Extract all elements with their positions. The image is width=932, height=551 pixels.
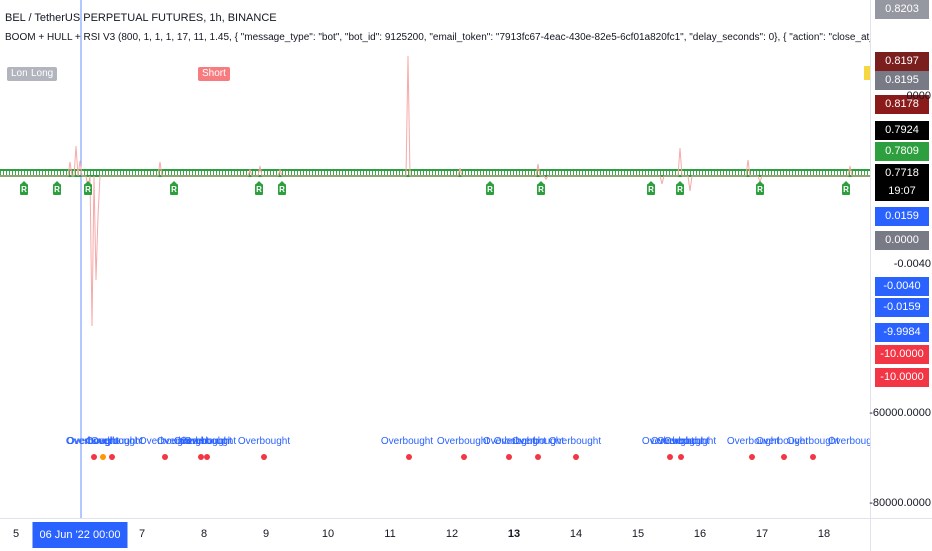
- r-tag: R: [53, 181, 61, 195]
- rsi-dot: [198, 454, 204, 460]
- time-tick: 10: [321, 528, 335, 540]
- overbought-label: Overbought: [656, 436, 710, 447]
- price-badge: -0.0040: [875, 277, 929, 296]
- overbought-label: Overbought: [156, 436, 210, 447]
- r-tag: R: [170, 181, 178, 195]
- time-tick: 16: [693, 528, 707, 540]
- r-tag: R: [255, 181, 263, 195]
- rsi-dot: [749, 454, 755, 460]
- rsi-dot: [162, 454, 168, 460]
- rsi-dot: [678, 454, 684, 460]
- rsi-dot: [204, 454, 210, 460]
- time-tick: 17: [755, 528, 769, 540]
- price-scale-label: -60000.0000: [869, 407, 931, 419]
- price-scale[interactable]: USDT 0.82030.81970.81950.81780.79240.780…: [869, 0, 932, 518]
- overbought-label: Overbought: [650, 436, 704, 447]
- crosshair-time-label: 06 Jun '22 00:00: [32, 522, 128, 548]
- price-scale-label: -0.0040: [893, 258, 931, 270]
- rsi-dot: [535, 454, 541, 460]
- rsi-line: [0, 55, 870, 327]
- rsi-dot: [810, 454, 816, 460]
- time-tick: 14: [569, 528, 583, 540]
- price-badge: 19:07: [875, 182, 929, 201]
- scale-corner: [870, 518, 932, 551]
- overbought-label: Overbought: [663, 436, 717, 447]
- price-badge: 0.8195: [875, 71, 929, 90]
- overbought-label: Overbought: [179, 436, 233, 447]
- price-marker-tab: [864, 66, 870, 80]
- time-tick: 9: [262, 528, 270, 540]
- r-tag: R: [756, 181, 764, 195]
- price-badge: -0.0159: [875, 298, 929, 317]
- indicator-legend[interactable]: BOOM + HULL + RSI V3 (800, 1, 1, 1, 17, …: [5, 32, 870, 43]
- chart-pane[interactable]: BEL / TetherUS PERPETUAL FUTURES, 1h, BI…: [0, 0, 880, 518]
- time-tick: 18: [817, 528, 831, 540]
- r-tag: R: [278, 181, 286, 195]
- time-tick: 5: [12, 528, 20, 540]
- price-badge: -9.9984: [875, 323, 929, 342]
- rsi-dot: [781, 454, 787, 460]
- overbought-label: Overbought: [511, 436, 565, 447]
- rsi-dot: [100, 454, 106, 460]
- r-tag: R: [647, 181, 655, 195]
- overbought-label: Overbought: [237, 436, 291, 447]
- price-badge: -10.0000: [875, 368, 929, 387]
- overbought-label: Overbought: [548, 436, 602, 447]
- overbought-label: Overbought: [85, 436, 139, 447]
- overbought-label: Overbought: [90, 436, 144, 447]
- r-tag: R: [84, 181, 92, 195]
- time-tick: 11: [384, 528, 396, 540]
- short-signal-label: Short: [198, 67, 230, 85]
- overbought-label: Overbought: [65, 436, 119, 447]
- time-tick: 7: [138, 528, 146, 540]
- long-signal-label: Long: [27, 67, 58, 85]
- rsi-dot: [406, 454, 412, 460]
- overbought-label: Overbought: [380, 436, 434, 447]
- price-badge: 0.8178: [875, 95, 929, 114]
- overbought-label: Overbought: [493, 436, 547, 447]
- rsi-dot: [573, 454, 579, 460]
- time-scale[interactable]: 5 7 8 9 10 11 12 13 14 15 16 17 18 06 Jun '22 00:00: [0, 518, 870, 551]
- r-tag: R: [486, 181, 494, 195]
- price-scale-label: -80000.0000: [869, 497, 931, 509]
- price-badge: 0.8203: [875, 0, 929, 19]
- overbought-label: Overbought: [138, 436, 192, 447]
- price-badge: 0.7718: [875, 164, 929, 183]
- rsi-dot: [91, 454, 97, 460]
- rsi-dot: [506, 454, 512, 460]
- overbought-label: Overbought: [482, 436, 536, 447]
- overbought-label: Overbought: [173, 436, 227, 447]
- rsi-dot: [667, 454, 673, 460]
- time-tick: 15: [631, 528, 645, 540]
- r-tag: R: [537, 181, 545, 195]
- rsi-dot: [261, 454, 267, 460]
- price-badge: 0.7924: [875, 121, 929, 140]
- symbol-title: BEL / TetherUS PERPETUAL FUTURES, 1h, BI…: [5, 12, 277, 24]
- overbought-label: Overbought: [827, 436, 881, 447]
- overbought-label: Overbought: [641, 436, 695, 447]
- price-badge: -10.0000: [875, 345, 929, 364]
- price-scale-label: 0000: [906, 90, 931, 102]
- overbought-label: Overbought: [786, 436, 840, 447]
- price-badge: 0.8197: [875, 52, 929, 71]
- overbought-label: Overbought: [755, 436, 809, 447]
- overbought-label: Overbought: [183, 436, 237, 447]
- r-tag: R: [20, 181, 28, 195]
- time-tick: 12: [445, 528, 459, 540]
- overbought-label: Overbought: [66, 436, 120, 447]
- rsi-dot: [461, 454, 467, 460]
- r-tag: R: [676, 181, 684, 195]
- overbought-label: Overbought: [436, 436, 490, 447]
- price-badge: 0.0159: [875, 207, 929, 226]
- rsi-dot: [109, 454, 115, 460]
- chart-canvas[interactable]: [0, 0, 870, 518]
- time-tick: 13: [507, 528, 521, 540]
- price-badge: 0.0000: [875, 231, 929, 250]
- overbought-label: Overbought: [726, 436, 780, 447]
- r-tag: R: [842, 181, 850, 195]
- price-badge: 0.7809: [875, 142, 929, 161]
- time-tick: 8: [200, 528, 208, 540]
